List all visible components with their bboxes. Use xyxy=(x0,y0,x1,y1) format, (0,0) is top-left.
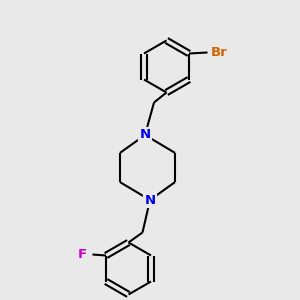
Text: N: N xyxy=(140,128,151,142)
Text: N: N xyxy=(144,194,156,206)
Text: Br: Br xyxy=(211,46,228,59)
Text: F: F xyxy=(77,248,86,261)
